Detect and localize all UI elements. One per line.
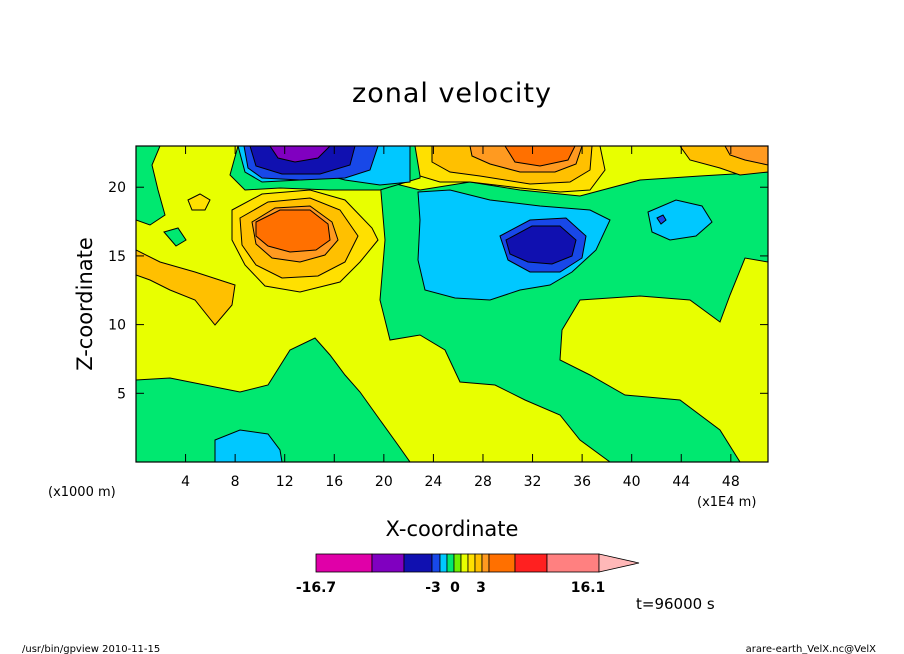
footer-left: /usr/bin/gpview 2010-11-15 bbox=[22, 644, 160, 654]
x-tick-label: 32 bbox=[524, 474, 542, 490]
x-tick-label: 16 bbox=[325, 474, 343, 490]
region-negative-core-middle bbox=[505, 225, 577, 265]
colorbar-segment bbox=[546, 553, 600, 573]
y-tick-label: 15 bbox=[108, 249, 126, 265]
colorbar-mid-label-pos: 3 bbox=[476, 580, 486, 596]
x-axis-title: X-coordinate bbox=[386, 517, 519, 541]
region-negative-cyan-right bbox=[647, 199, 713, 241]
colorbar-segment bbox=[514, 553, 548, 573]
colorbar-mid-label-zero: 0 bbox=[450, 580, 460, 596]
x-unit-label: (x1E4 m) bbox=[697, 495, 756, 510]
y-axis-title: Z-coordinate bbox=[73, 237, 97, 371]
colorbar-segment bbox=[488, 553, 516, 573]
x-tick-label: 12 bbox=[276, 474, 294, 490]
colorbar-segment bbox=[431, 553, 441, 573]
colorbar-max-label: 16.1 bbox=[571, 580, 606, 596]
time-label: t=96000 s bbox=[636, 595, 715, 613]
region-orange-left bbox=[136, 249, 236, 326]
region-positive-top-right-core bbox=[724, 146, 768, 166]
region-positive-small-left bbox=[187, 193, 211, 211]
y-unit-label: (x1000 m) bbox=[48, 485, 116, 500]
y-tick-label: 10 bbox=[108, 318, 126, 334]
colorbar-segment bbox=[467, 553, 476, 573]
colorbar-segment bbox=[481, 553, 490, 573]
y-tick-label: 20 bbox=[108, 180, 126, 196]
plot-frame bbox=[135, 145, 769, 463]
y-tick-label: 5 bbox=[117, 386, 126, 402]
region-green-left-small bbox=[163, 227, 187, 247]
colorbar-segment bbox=[460, 553, 469, 573]
y-axis: 5 10 15 20 bbox=[108, 180, 768, 402]
x-tick-label: 36 bbox=[573, 474, 591, 490]
colorbar bbox=[315, 553, 640, 573]
region-positive-core bbox=[255, 209, 331, 253]
x-tick-label: 40 bbox=[623, 474, 641, 490]
colorbar-segment bbox=[403, 553, 433, 573]
colorbar-segment bbox=[474, 553, 483, 573]
chart-title: zonal velocity bbox=[352, 78, 552, 109]
x-tick-label: 48 bbox=[722, 474, 740, 490]
x-tick-label: 28 bbox=[474, 474, 492, 490]
region-positive-top-mid-core2 bbox=[504, 146, 576, 167]
colorbar-segment bbox=[446, 553, 455, 573]
colorbar-segment bbox=[315, 553, 373, 573]
colorbar-mid-label-neg: -3 bbox=[425, 580, 441, 596]
footer-right: arare-earth_VelX.nc@VelX bbox=[746, 644, 877, 654]
region-green-bottom bbox=[136, 337, 411, 462]
region-green-left bbox=[136, 146, 166, 226]
x-tick-label: 44 bbox=[672, 474, 690, 490]
colorbar-segment bbox=[371, 553, 405, 573]
x-tick-label: 20 bbox=[375, 474, 393, 490]
x-tick-label: 8 bbox=[231, 474, 240, 490]
x-tick-label: 4 bbox=[181, 474, 190, 490]
colorbar-extend-arrow bbox=[598, 553, 640, 573]
region-cyan-bottom bbox=[214, 429, 283, 462]
colorbar-segment bbox=[439, 553, 448, 573]
region-negative-dot-right bbox=[656, 214, 667, 225]
x-axis: 4 8 12 16 20 24 28 32 36 40 44 48 bbox=[181, 146, 740, 490]
colorbar-segment bbox=[453, 553, 462, 573]
contour-field bbox=[136, 146, 768, 462]
x-tick-label: 24 bbox=[424, 474, 442, 490]
colorbar-min-label: -16.7 bbox=[296, 580, 336, 596]
